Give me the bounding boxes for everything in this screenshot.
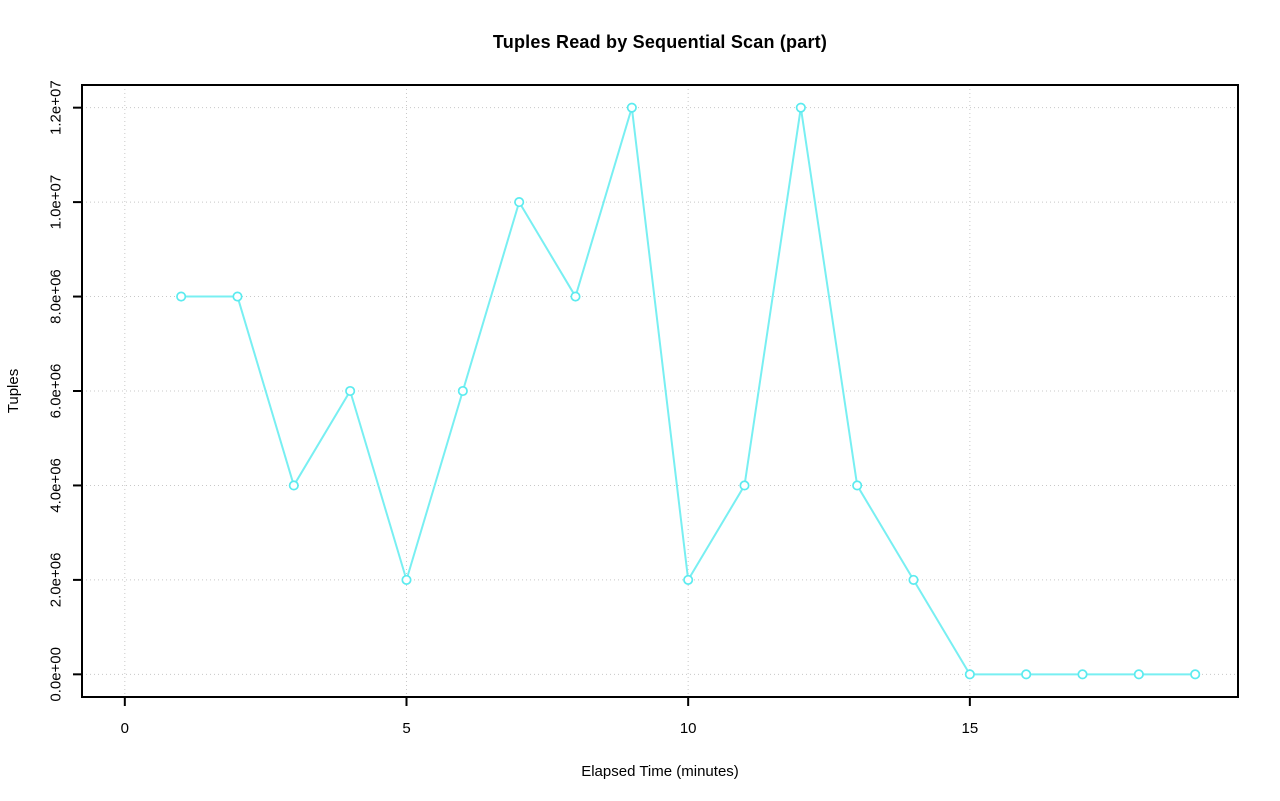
data-point (1190, 669, 1201, 680)
x-tick-label: 0 (121, 720, 129, 737)
data-point (345, 385, 356, 397)
x-tick-label: 15 (962, 720, 979, 737)
data-point (1021, 669, 1032, 680)
data-point (739, 480, 750, 491)
data-point (683, 574, 694, 585)
y-tick-label: 1.0e+07 (47, 175, 64, 230)
x-tick-label: 10 (680, 720, 697, 737)
y-tick-label: 6.0e+06 (47, 364, 64, 419)
x-tick-label: 5 (402, 720, 410, 737)
y-tick-label: 2.0e+06 (47, 553, 64, 608)
data-point (401, 574, 412, 585)
data-point (964, 669, 975, 680)
data-point (1133, 669, 1144, 680)
data-point (570, 291, 581, 302)
data-point (457, 385, 468, 397)
data-point (626, 102, 637, 113)
y-tick-label: 4.0e+06 (47, 458, 64, 513)
data-point (852, 480, 863, 491)
data-point (514, 197, 525, 208)
y-tick-label: 0.0e+00 (47, 647, 64, 702)
data-point (795, 102, 806, 113)
data-point (176, 291, 187, 302)
data-point (232, 291, 243, 302)
data-point (908, 574, 919, 585)
y-tick-label: 1.2e+07 (47, 80, 64, 135)
chart-title: Tuples Read by Sequential Scan (part) (492, 32, 828, 52)
plot-border (81, 84, 1239, 698)
data-point (1077, 669, 1088, 680)
data-point (288, 480, 299, 491)
x-axis-title: Elapsed Time (minutes) (581, 763, 739, 780)
y-axis-title: Tuples (5, 369, 22, 413)
y-tick-label: 8.0e+06 (47, 269, 64, 324)
